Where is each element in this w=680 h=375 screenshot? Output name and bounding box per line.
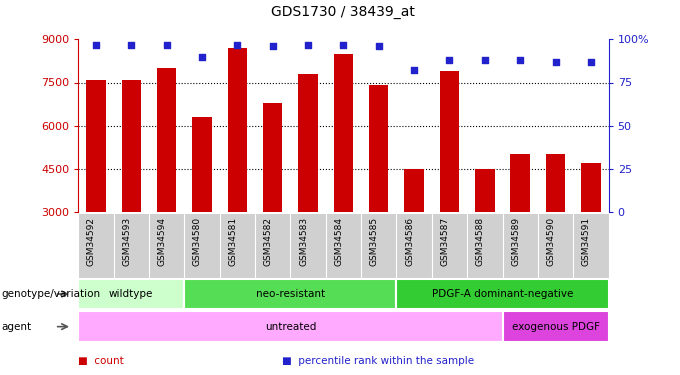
Text: GSM34590: GSM34590	[547, 217, 556, 266]
Bar	[581, 163, 600, 212]
Bar	[405, 169, 424, 212]
Text: GSM34592: GSM34592	[87, 217, 96, 266]
Point	[373, 43, 384, 49]
Bar	[440, 71, 459, 212]
Point	[550, 59, 561, 65]
Text: exogenous PDGF: exogenous PDGF	[511, 322, 600, 332]
Bar	[546, 154, 565, 212]
Point	[444, 57, 455, 63]
Bar	[503, 311, 609, 342]
Bar	[334, 54, 353, 212]
Point	[515, 57, 526, 63]
Text: GSM34586: GSM34586	[405, 217, 414, 266]
Text: ■  count: ■ count	[78, 356, 124, 366]
Text: ■  percentile rank within the sample: ■ percentile rank within the sample	[282, 356, 475, 366]
Bar	[299, 74, 318, 212]
Point	[126, 42, 137, 48]
Text: GSM34591: GSM34591	[582, 217, 591, 266]
Point	[161, 42, 172, 48]
Bar	[192, 117, 211, 212]
Text: GSM34583: GSM34583	[299, 217, 308, 266]
Text: GSM34585: GSM34585	[370, 217, 379, 266]
Text: untreated: untreated	[265, 322, 316, 332]
Bar	[122, 80, 141, 212]
Point	[232, 42, 243, 48]
Text: GSM34594: GSM34594	[158, 217, 167, 266]
Bar	[157, 68, 176, 212]
Point	[409, 68, 420, 74]
Text: GSM34589: GSM34589	[511, 217, 520, 266]
Bar	[78, 279, 184, 309]
Text: GSM34582: GSM34582	[264, 217, 273, 266]
Text: neo-resistant: neo-resistant	[256, 289, 325, 299]
Point	[197, 54, 207, 60]
Text: genotype/variation: genotype/variation	[1, 289, 101, 299]
Text: GSM34581: GSM34581	[228, 217, 237, 266]
Bar	[396, 279, 609, 309]
Text: GSM34580: GSM34580	[193, 217, 202, 266]
Text: GDS1730 / 38439_at: GDS1730 / 38439_at	[271, 5, 415, 19]
Bar	[369, 86, 388, 212]
Point	[479, 57, 490, 63]
Point	[338, 42, 349, 48]
Bar	[86, 80, 105, 212]
Text: agent: agent	[1, 322, 31, 332]
Bar	[184, 279, 396, 309]
Point	[267, 43, 278, 49]
Text: GSM34584: GSM34584	[335, 217, 343, 266]
Bar	[263, 103, 282, 212]
Bar	[228, 48, 247, 212]
Text: wildtype: wildtype	[109, 289, 154, 299]
Point	[585, 59, 596, 65]
Bar	[78, 311, 503, 342]
Bar	[475, 169, 494, 212]
Bar	[511, 154, 530, 212]
Text: GSM34593: GSM34593	[122, 217, 131, 266]
Text: GSM34588: GSM34588	[476, 217, 485, 266]
Point	[303, 42, 313, 48]
Text: GSM34587: GSM34587	[441, 217, 449, 266]
Point	[90, 42, 101, 48]
Text: PDGF-A dominant-negative: PDGF-A dominant-negative	[432, 289, 573, 299]
